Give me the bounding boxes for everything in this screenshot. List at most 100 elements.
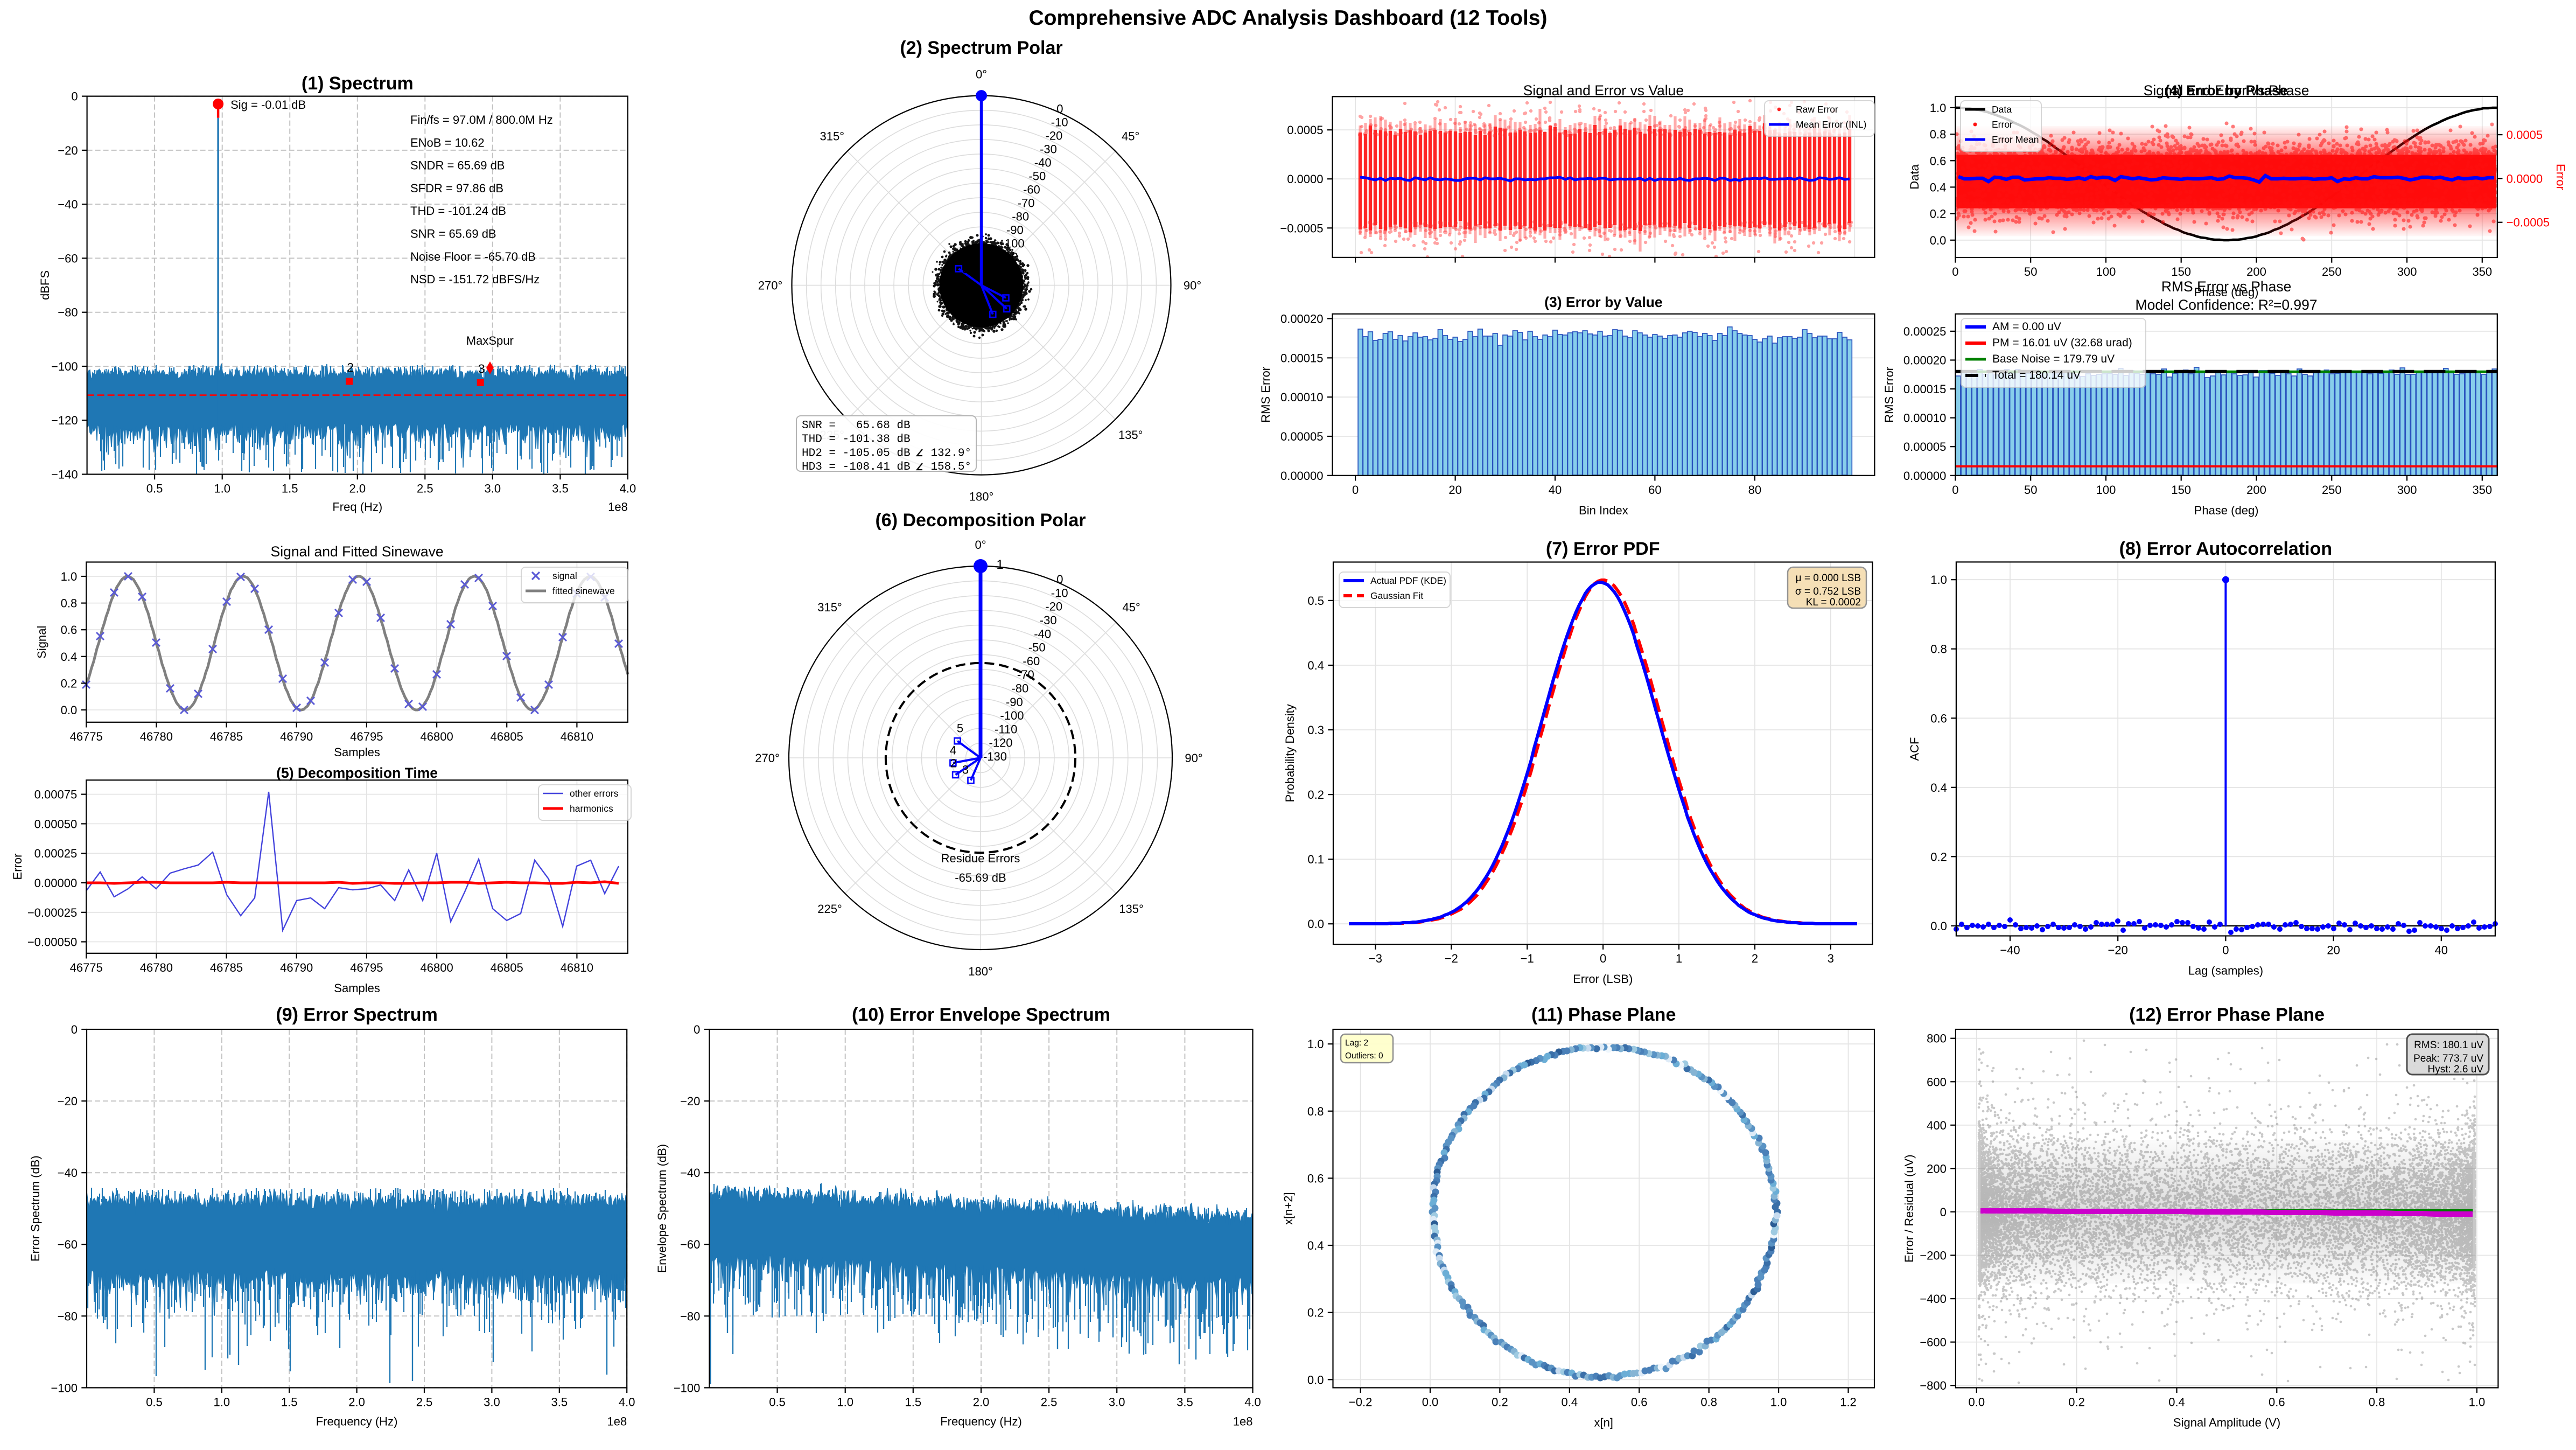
svg-text:Probability Density: Probability Density [1283,704,1297,802]
svg-text:−60: −60 [58,1238,78,1251]
svg-text:Phase (deg): Phase (deg) [2194,504,2259,517]
svg-text:−1: −1 [1521,952,1534,965]
svg-text:46790: 46790 [280,961,313,974]
svg-text:0.1: 0.1 [1307,853,1324,866]
svg-text:270°: 270° [755,751,780,765]
svg-text:5: 5 [957,722,963,735]
svg-text:Fin/fs = 97.0M / 800.0M Hz: Fin/fs = 97.0M / 800.0M Hz [410,113,553,127]
svg-text:RMS Error: RMS Error [1259,367,1272,423]
svg-text:fitted sinewave: fitted sinewave [552,585,615,596]
svg-text:46785: 46785 [210,961,243,974]
svg-text:-60: -60 [1023,654,1040,668]
svg-text:2: 2 [950,757,956,770]
svg-text:0: 0 [71,1023,78,1036]
svg-text:x[n]: x[n] [1594,1416,1613,1429]
svg-text:80: 80 [1748,483,1761,497]
svg-text:−0.2: −0.2 [1349,1395,1372,1409]
svg-text:0.0: 0.0 [61,703,78,717]
svg-text:0.00005: 0.00005 [1280,430,1324,443]
svg-text:HD2 = -105.05 dB 132.9°: HD2 = -105.05 dB 132.9° [802,447,971,459]
svg-text:1e8: 1e8 [607,1414,627,1428]
svg-text:−100: −100 [51,1381,78,1395]
svg-text:46810: 46810 [561,730,593,743]
svg-text:2: 2 [1752,952,1758,965]
svg-text:−800: −800 [1920,1379,1947,1392]
svg-text:Envelope Spectrum (dB): Envelope Spectrum (dB) [655,1144,669,1273]
svg-text:(6) Decomposition Polar: (6) Decomposition Polar [875,510,1086,531]
svg-text:250: 250 [2322,265,2342,278]
svg-text:0.00020: 0.00020 [1280,312,1324,326]
svg-text:46780: 46780 [140,961,173,974]
svg-text:0.00010: 0.00010 [1280,391,1324,404]
svg-text:Lag: 2: Lag: 2 [1345,1038,1368,1048]
svg-text:−140: −140 [51,468,78,482]
svg-text:45°: 45° [1122,129,1139,143]
svg-text:−0.0005: −0.0005 [1280,221,1323,235]
svg-text:1.0: 1.0 [1770,1395,1787,1409]
svg-text:3.5: 3.5 [1177,1395,1193,1409]
svg-text:46775: 46775 [70,730,103,743]
svg-text:0: 0 [1056,102,1063,115]
svg-text:−80: −80 [58,306,78,319]
svg-text:Gaussian Fit: Gaussian Fit [1370,590,1423,601]
svg-text:46780: 46780 [140,730,173,743]
svg-text:Error: Error [11,854,24,880]
svg-text:Actual PDF (KDE): Actual PDF (KDE) [1370,575,1446,586]
svg-text:-30: -30 [1040,142,1057,156]
svg-text:-100: -100 [1000,709,1024,722]
svg-text:Phase (deg): Phase (deg) [2194,285,2259,299]
svg-text:250: 250 [2322,483,2342,497]
svg-text:(11) Phase Plane: (11) Phase Plane [1531,1005,1676,1025]
svg-text:0.0: 0.0 [1930,234,1947,247]
svg-text:-70: -70 [1017,668,1034,681]
svg-text:40: 40 [2435,944,2448,957]
svg-text:1.5: 1.5 [905,1395,922,1409]
svg-text:0: 0 [1600,952,1606,965]
svg-text:2: 2 [1011,302,1017,316]
svg-text:Signal and Error vs Value: Signal and Error vs Value [1523,82,1684,99]
svg-text:46800: 46800 [421,961,453,974]
svg-text:(5) Decomposition Time: (5) Decomposition Time [276,765,438,781]
svg-text:1.0: 1.0 [1930,101,1947,115]
svg-text:135°: 135° [1119,902,1144,916]
svg-text:0.5: 0.5 [769,1395,786,1409]
svg-text:0.00025: 0.00025 [1903,325,1947,338]
svg-text:0°: 0° [976,68,987,81]
svg-text:ENoB = 10.62: ENoB = 10.62 [410,136,485,149]
svg-text:−3: −3 [1369,952,1382,965]
svg-text:180°: 180° [969,490,994,504]
svg-text:KL = 0.0002: KL = 0.0002 [1806,597,1861,608]
svg-text:3.0: 3.0 [484,1395,500,1409]
svg-text:(8) Error Autocorrelation: (8) Error Autocorrelation [2119,539,2332,559]
svg-text:0.4: 0.4 [61,650,78,664]
svg-text:1.0: 1.0 [2469,1395,2486,1409]
svg-text:46790: 46790 [280,730,313,743]
svg-text:0.2: 0.2 [1492,1395,1508,1409]
svg-text:4.0: 4.0 [619,1395,635,1409]
svg-text:(2) Spectrum Polar: (2) Spectrum Polar [900,38,1062,58]
svg-text:x[n+2]: x[n+2] [1282,1192,1295,1225]
svg-text:harmonics: harmonics [570,803,613,814]
svg-text:0.00015: 0.00015 [1903,382,1947,396]
svg-text:-100: -100 [1001,237,1025,250]
svg-text:dBFS: dBFS [38,270,52,300]
svg-text:2.5: 2.5 [1041,1395,1058,1409]
svg-text:0.4: 0.4 [1307,659,1324,672]
svg-text:RMS: 180.1 uV: RMS: 180.1 uV [2414,1040,2483,1051]
svg-text:0.2: 0.2 [1307,1306,1324,1320]
svg-text:(9) Error Spectrum: (9) Error Spectrum [276,1005,437,1025]
svg-text:SNR = 65.69 dB: SNR = 65.69 dB [410,227,496,241]
svg-text:−200: −200 [1920,1249,1947,1263]
svg-text:MaxSpur: MaxSpur [466,334,514,347]
svg-text:0: 0 [1940,1205,1947,1219]
svg-text:THD = -101.24 dB: THD = -101.24 dB [410,204,506,218]
svg-text:Signal and Fitted Sinewave: Signal and Fitted Sinewave [271,543,444,560]
svg-text:0.8: 0.8 [1307,1105,1324,1118]
svg-text:Mean Error (INL): Mean Error (INL) [1796,119,1866,130]
svg-text:90°: 90° [1185,751,1202,765]
svg-text:Data: Data [1992,104,2012,115]
svg-text:THD = -101.38 dB: THD = -101.38 dB [802,434,911,446]
svg-text:-80: -80 [1011,682,1028,695]
svg-text:Error Mean: Error Mean [1992,134,2039,145]
svg-text:HD3 = -108.41 dB 158.5°: HD3 = -108.41 dB 158.5° [802,461,971,473]
